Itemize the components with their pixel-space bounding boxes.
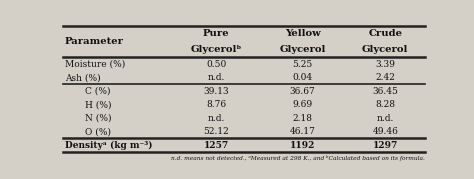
Text: N (%): N (%) bbox=[85, 114, 111, 123]
Text: H (%): H (%) bbox=[85, 100, 111, 109]
Text: 46.17: 46.17 bbox=[290, 127, 316, 136]
Text: 52.12: 52.12 bbox=[203, 127, 229, 136]
Text: 2.42: 2.42 bbox=[375, 73, 395, 82]
Text: 0.04: 0.04 bbox=[292, 73, 313, 82]
Text: 49.46: 49.46 bbox=[373, 127, 398, 136]
Text: Ash (%): Ash (%) bbox=[65, 73, 100, 82]
Text: 8.76: 8.76 bbox=[206, 100, 227, 109]
Text: 5.25: 5.25 bbox=[292, 60, 313, 69]
Text: Densityᵃ (kg m⁻³): Densityᵃ (kg m⁻³) bbox=[65, 141, 152, 150]
Text: n.d. means not detected., ᵃMeasured at 298 K., and ᵇCalculated based on its form: n.d. means not detected., ᵃMeasured at 2… bbox=[171, 155, 425, 161]
Text: 3.39: 3.39 bbox=[375, 60, 395, 69]
Text: n.d.: n.d. bbox=[208, 114, 225, 123]
Text: 36.45: 36.45 bbox=[373, 87, 398, 96]
Text: C (%): C (%) bbox=[85, 87, 110, 96]
Text: Crude: Crude bbox=[368, 29, 402, 38]
Text: 39.13: 39.13 bbox=[203, 87, 229, 96]
Text: Glycerol: Glycerol bbox=[280, 45, 326, 54]
Text: Yellow: Yellow bbox=[285, 29, 320, 38]
Text: 2.18: 2.18 bbox=[292, 114, 313, 123]
Text: 8.28: 8.28 bbox=[375, 100, 395, 109]
Text: Glycerolᵇ: Glycerolᵇ bbox=[191, 45, 242, 54]
Text: 36.67: 36.67 bbox=[290, 87, 316, 96]
Text: 1257: 1257 bbox=[204, 141, 229, 150]
Text: Glycerol: Glycerol bbox=[362, 45, 409, 54]
Text: 1297: 1297 bbox=[373, 141, 398, 150]
Text: Pure: Pure bbox=[203, 29, 229, 38]
Text: n.d.: n.d. bbox=[376, 114, 394, 123]
Text: 0.50: 0.50 bbox=[206, 60, 227, 69]
Text: Moisture (%): Moisture (%) bbox=[65, 60, 125, 69]
Text: n.d.: n.d. bbox=[208, 73, 225, 82]
Text: 1192: 1192 bbox=[290, 141, 315, 150]
Text: O (%): O (%) bbox=[85, 127, 111, 136]
Text: 9.69: 9.69 bbox=[292, 100, 313, 109]
Text: Parameter: Parameter bbox=[65, 37, 124, 46]
